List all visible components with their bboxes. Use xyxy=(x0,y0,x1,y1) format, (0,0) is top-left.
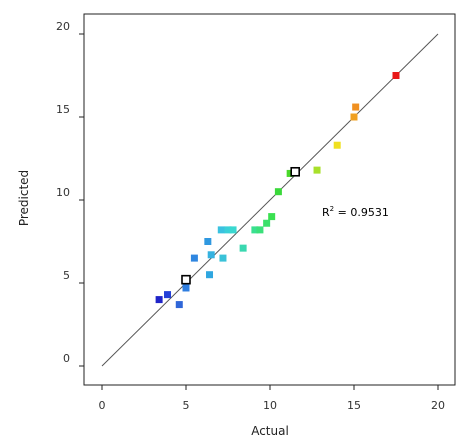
data-point xyxy=(268,213,276,221)
data-point xyxy=(286,169,294,177)
data-point xyxy=(352,103,360,111)
x-tick-label: 15 xyxy=(347,399,361,412)
data-point xyxy=(155,296,163,304)
reference-line xyxy=(101,33,439,367)
data-point xyxy=(350,113,358,121)
x-tick-label: 10 xyxy=(263,399,277,412)
y-axis-label: Predicted xyxy=(17,170,31,226)
data-point xyxy=(190,254,198,262)
data-point xyxy=(207,251,215,259)
data-point xyxy=(182,284,190,292)
reference-line-group xyxy=(101,33,439,367)
data-point xyxy=(256,226,264,234)
y-tick-label: 5 xyxy=(63,269,70,282)
data-point xyxy=(217,226,225,234)
y-tick-label: 10 xyxy=(56,186,70,199)
data-point xyxy=(274,188,282,196)
data-point-hollow xyxy=(290,166,301,177)
data-point xyxy=(239,244,247,252)
r-squared-prefix: R xyxy=(322,206,330,219)
data-point xyxy=(206,271,214,279)
data-point xyxy=(229,226,237,234)
r-squared-superscript: 2 xyxy=(330,205,334,213)
x-tick-label: 0 xyxy=(99,399,106,412)
data-point xyxy=(392,72,400,79)
data-point-hollow xyxy=(181,274,191,285)
x-tick-label: 20 xyxy=(431,399,445,412)
data-point xyxy=(333,141,341,149)
axis-ticks: 0 5 10 15 20 0 5 10 15 20 xyxy=(56,20,445,412)
data-point xyxy=(164,291,172,299)
data-point xyxy=(175,301,183,309)
y-tick-label: 0 xyxy=(63,352,70,365)
data-points xyxy=(155,72,400,309)
data-point xyxy=(251,226,259,234)
r-squared-value: = 0.9531 xyxy=(334,206,389,219)
x-axis-label: Actual xyxy=(251,424,289,438)
y-tick-label: 15 xyxy=(56,103,70,116)
y-tick-label: 20 xyxy=(56,20,70,33)
data-point xyxy=(224,226,232,234)
r-squared-annotation: R2 = 0.9531 xyxy=(322,205,389,219)
x-tick-label: 5 xyxy=(183,399,190,412)
data-point xyxy=(263,219,271,227)
data-point xyxy=(313,166,321,174)
data-point xyxy=(204,238,212,245)
data-point xyxy=(219,254,227,262)
